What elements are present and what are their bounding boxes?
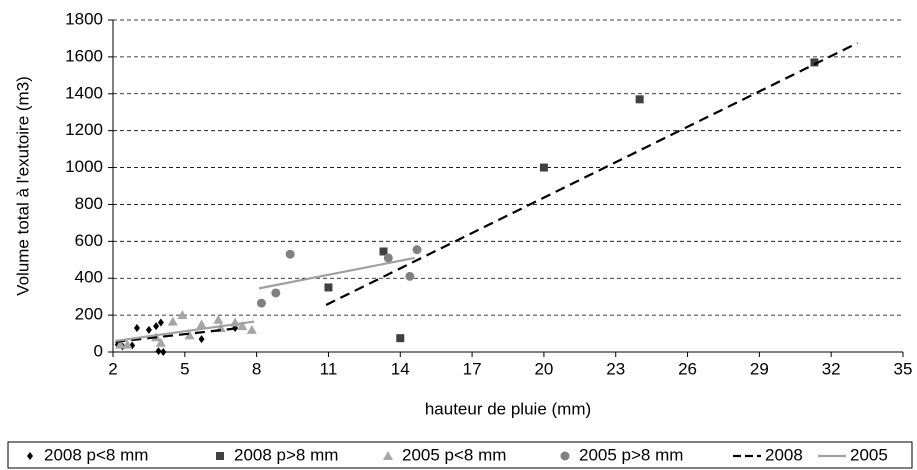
y-tick-label: 400 xyxy=(75,268,103,287)
x-tick-label: 23 xyxy=(606,359,625,378)
legend-swatch xyxy=(383,451,393,460)
x-tick-label: 11 xyxy=(320,359,338,378)
point xyxy=(133,324,140,333)
point xyxy=(285,249,295,259)
point xyxy=(539,163,548,172)
point xyxy=(237,321,248,331)
x-tick-label: 8 xyxy=(252,359,261,378)
x-tick-label: 26 xyxy=(678,359,697,378)
point xyxy=(383,253,393,263)
point xyxy=(379,247,388,256)
y-tick-label: 1800 xyxy=(65,9,103,28)
point xyxy=(198,335,205,344)
legend-label: 2008 xyxy=(765,445,803,464)
point xyxy=(177,310,188,320)
x-axis-label: hauteur de pluie (mm) xyxy=(425,399,591,418)
point xyxy=(396,334,405,343)
point xyxy=(122,339,133,349)
legend-label: 2005 p<8 mm xyxy=(402,445,506,464)
legend-swatch xyxy=(27,452,33,460)
y-tick-label: 200 xyxy=(75,305,103,324)
trend-line xyxy=(115,256,415,343)
point xyxy=(412,245,422,255)
x-tick-label: 5 xyxy=(180,359,189,378)
legend-label: 2005 xyxy=(850,445,888,464)
point xyxy=(184,330,195,340)
x-tick-label: 2 xyxy=(108,359,117,378)
point xyxy=(271,288,281,298)
point xyxy=(155,347,162,356)
point xyxy=(155,337,166,347)
legend-box xyxy=(7,441,913,469)
point xyxy=(635,95,644,104)
point xyxy=(145,325,152,334)
point xyxy=(160,348,167,356)
y-tick-label: 1600 xyxy=(65,46,103,65)
point xyxy=(324,283,333,292)
y-tick-label: 800 xyxy=(75,194,103,213)
trend-line xyxy=(115,42,859,343)
x-tick-label: 32 xyxy=(822,359,841,378)
x-tick-label: 20 xyxy=(534,359,553,378)
point xyxy=(246,324,257,334)
point xyxy=(115,339,126,349)
legend-swatch xyxy=(560,451,570,461)
legend-label: 2008 p<8 mm xyxy=(44,445,148,464)
y-tick-label: 1400 xyxy=(65,83,103,102)
y-axis-label: Volume total à l'exutoire (m3) xyxy=(13,76,32,296)
legend-label: 2005 p>8 mm xyxy=(579,445,683,464)
legend-swatch xyxy=(216,452,224,460)
y-tick-label: 1200 xyxy=(65,120,103,139)
point xyxy=(196,319,207,329)
point xyxy=(256,298,266,308)
y-tick-label: 0 xyxy=(94,341,103,360)
point xyxy=(153,322,160,331)
x-tick-label: 14 xyxy=(391,359,410,378)
point xyxy=(810,58,819,67)
x-tick-label: 17 xyxy=(463,359,482,378)
point xyxy=(157,318,164,327)
y-tick-label: 1000 xyxy=(65,157,103,176)
legend-label: 2008 p>8 mm xyxy=(234,445,338,464)
point xyxy=(213,314,224,324)
x-tick-label: 29 xyxy=(750,359,769,378)
x-tick-label: 35 xyxy=(894,359,913,378)
point xyxy=(167,316,178,326)
y-tick-label: 600 xyxy=(75,231,103,250)
point xyxy=(405,271,415,281)
